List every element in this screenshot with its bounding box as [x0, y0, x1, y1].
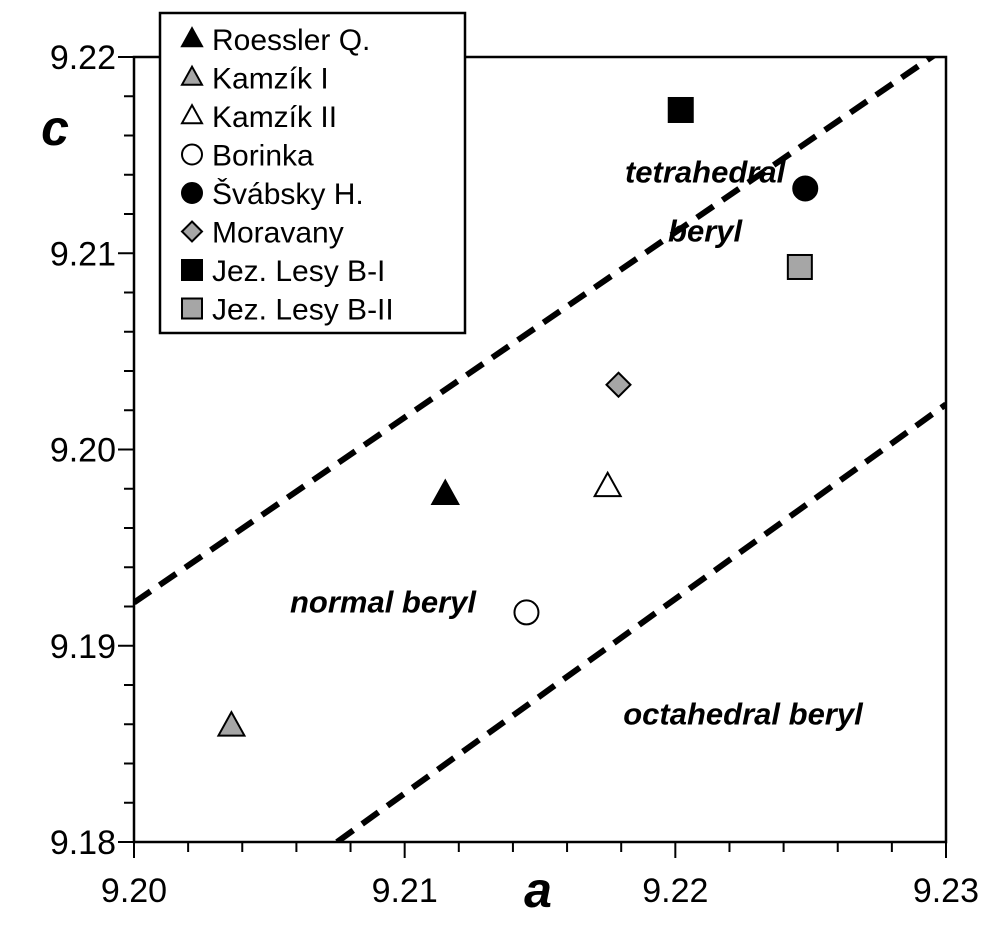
boundary-line-2	[335, 401, 946, 842]
legend-marker	[180, 220, 204, 243]
region-label-tetrahedral: tetrahedral	[625, 155, 787, 190]
data-point-roessler-q-	[430, 478, 460, 505]
y-tick-label: 9.18	[50, 824, 116, 862]
legend-label: Moravany	[212, 217, 344, 250]
legend-label: Borinka	[212, 140, 314, 173]
legend-box	[158, 11, 467, 335]
y-tick-label: 9.22	[50, 39, 116, 77]
legend-label: Švábsky H.	[212, 177, 364, 211]
data-point-borinka	[513, 599, 540, 626]
legend-marker	[181, 259, 203, 281]
x-tick-label: 9.21	[372, 872, 438, 910]
y-tick-label: 9.21	[50, 235, 116, 273]
data-point-kamz-k-ii	[592, 470, 623, 498]
y-tick-label: 9.20	[50, 432, 116, 470]
x-tick-label: 9.23	[913, 872, 979, 910]
boundary-lines	[134, 57, 946, 842]
legend-label: Jez. Lesy B-II	[212, 294, 394, 327]
data-point-kamz-k-i	[216, 710, 247, 737]
x-tick-label: 9.20	[101, 872, 167, 910]
legend-marker	[181, 297, 203, 320]
x-axis-title: a	[524, 862, 552, 918]
boundary-line-1	[134, 57, 937, 606]
region-label-octahedral: octahedral beryl	[623, 696, 864, 731]
legend-marker	[181, 143, 203, 166]
legend: Roessler Q. Kamzík I Kamzík II Borinka Švábs…	[158, 11, 467, 335]
region-label-tetrahedral-line2: beryl	[668, 214, 743, 249]
legend-marker	[180, 26, 204, 48]
legend-marker	[180, 64, 204, 86]
y-axis-title: c	[41, 100, 69, 156]
legend-marker	[180, 103, 204, 125]
data-point--v-bsky-h-	[792, 175, 819, 202]
x-tick-label: 9.22	[642, 872, 708, 910]
legend-marker	[181, 182, 203, 204]
y-tick-label: 9.19	[50, 628, 116, 666]
region-labels: tetrahedral beryl normal beryl octahedral b…	[290, 155, 864, 732]
axes: 9.18 9.19 9.20 9.21 9.22 9.20 9.21 9.22 9.23	[50, 39, 979, 910]
region-label-normal: normal beryl	[290, 584, 477, 619]
legend-label: Jez. Lesy B-I	[212, 255, 385, 288]
data-point-moravany	[605, 371, 632, 399]
data-point-jez-lesy-b-i	[667, 96, 694, 123]
data-point-jez-lesy-b-ii	[786, 253, 813, 280]
data-points	[216, 96, 819, 737]
legend-label: Kamzík I	[212, 63, 329, 96]
legend-label: Roessler Q.	[212, 24, 370, 57]
legend-label: Kamzík II	[212, 101, 337, 134]
